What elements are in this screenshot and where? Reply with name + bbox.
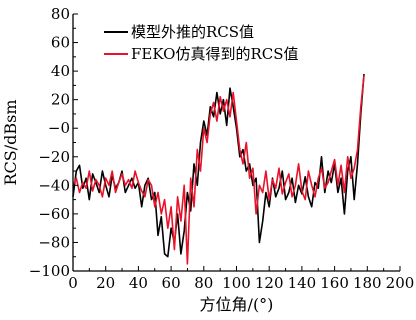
y-axis-label: RCS/dBsm xyxy=(1,99,20,185)
x-axis-label: 方位角/(°) xyxy=(200,295,274,314)
y-tick-label: 40 xyxy=(51,62,70,80)
y-tick-label: −60 xyxy=(38,205,70,223)
y-tick-label: 60 xyxy=(51,34,70,52)
x-tick-label: 0 xyxy=(68,274,78,292)
x-tick-label: 140 xyxy=(288,274,317,292)
x-tick-label: 120 xyxy=(255,274,284,292)
y-tick-label: 20 xyxy=(51,91,70,109)
y-tick-label: 80 xyxy=(51,5,70,23)
x-tick-label: 180 xyxy=(353,274,382,292)
y-tick-label: −40 xyxy=(38,176,70,194)
y-tick-label: −100 xyxy=(29,262,70,280)
legend-label-0: 模型外推的RCS值 xyxy=(131,23,254,41)
x-tick-label: 20 xyxy=(96,274,115,292)
x-tick-label: 100 xyxy=(222,274,251,292)
x-tick-label: 60 xyxy=(162,274,181,292)
y-tick-label: −0 xyxy=(48,119,70,137)
series-line-1 xyxy=(72,75,365,265)
x-tick-label: 200 xyxy=(386,274,415,292)
x-tick-label: 160 xyxy=(320,274,349,292)
series-line-0 xyxy=(72,73,365,258)
legend-label-1: FEKO仿真得到的RCS值 xyxy=(131,45,299,63)
x-tick-label: 80 xyxy=(194,274,213,292)
y-tick-label: −20 xyxy=(38,148,70,166)
plot-area: 0 20 40 60 80 100 120 140 160 180 200 80 60 40 20 −0 −20… xyxy=(1,5,414,314)
x-tick-label: 40 xyxy=(129,274,148,292)
y-tick-label: −80 xyxy=(38,233,70,251)
